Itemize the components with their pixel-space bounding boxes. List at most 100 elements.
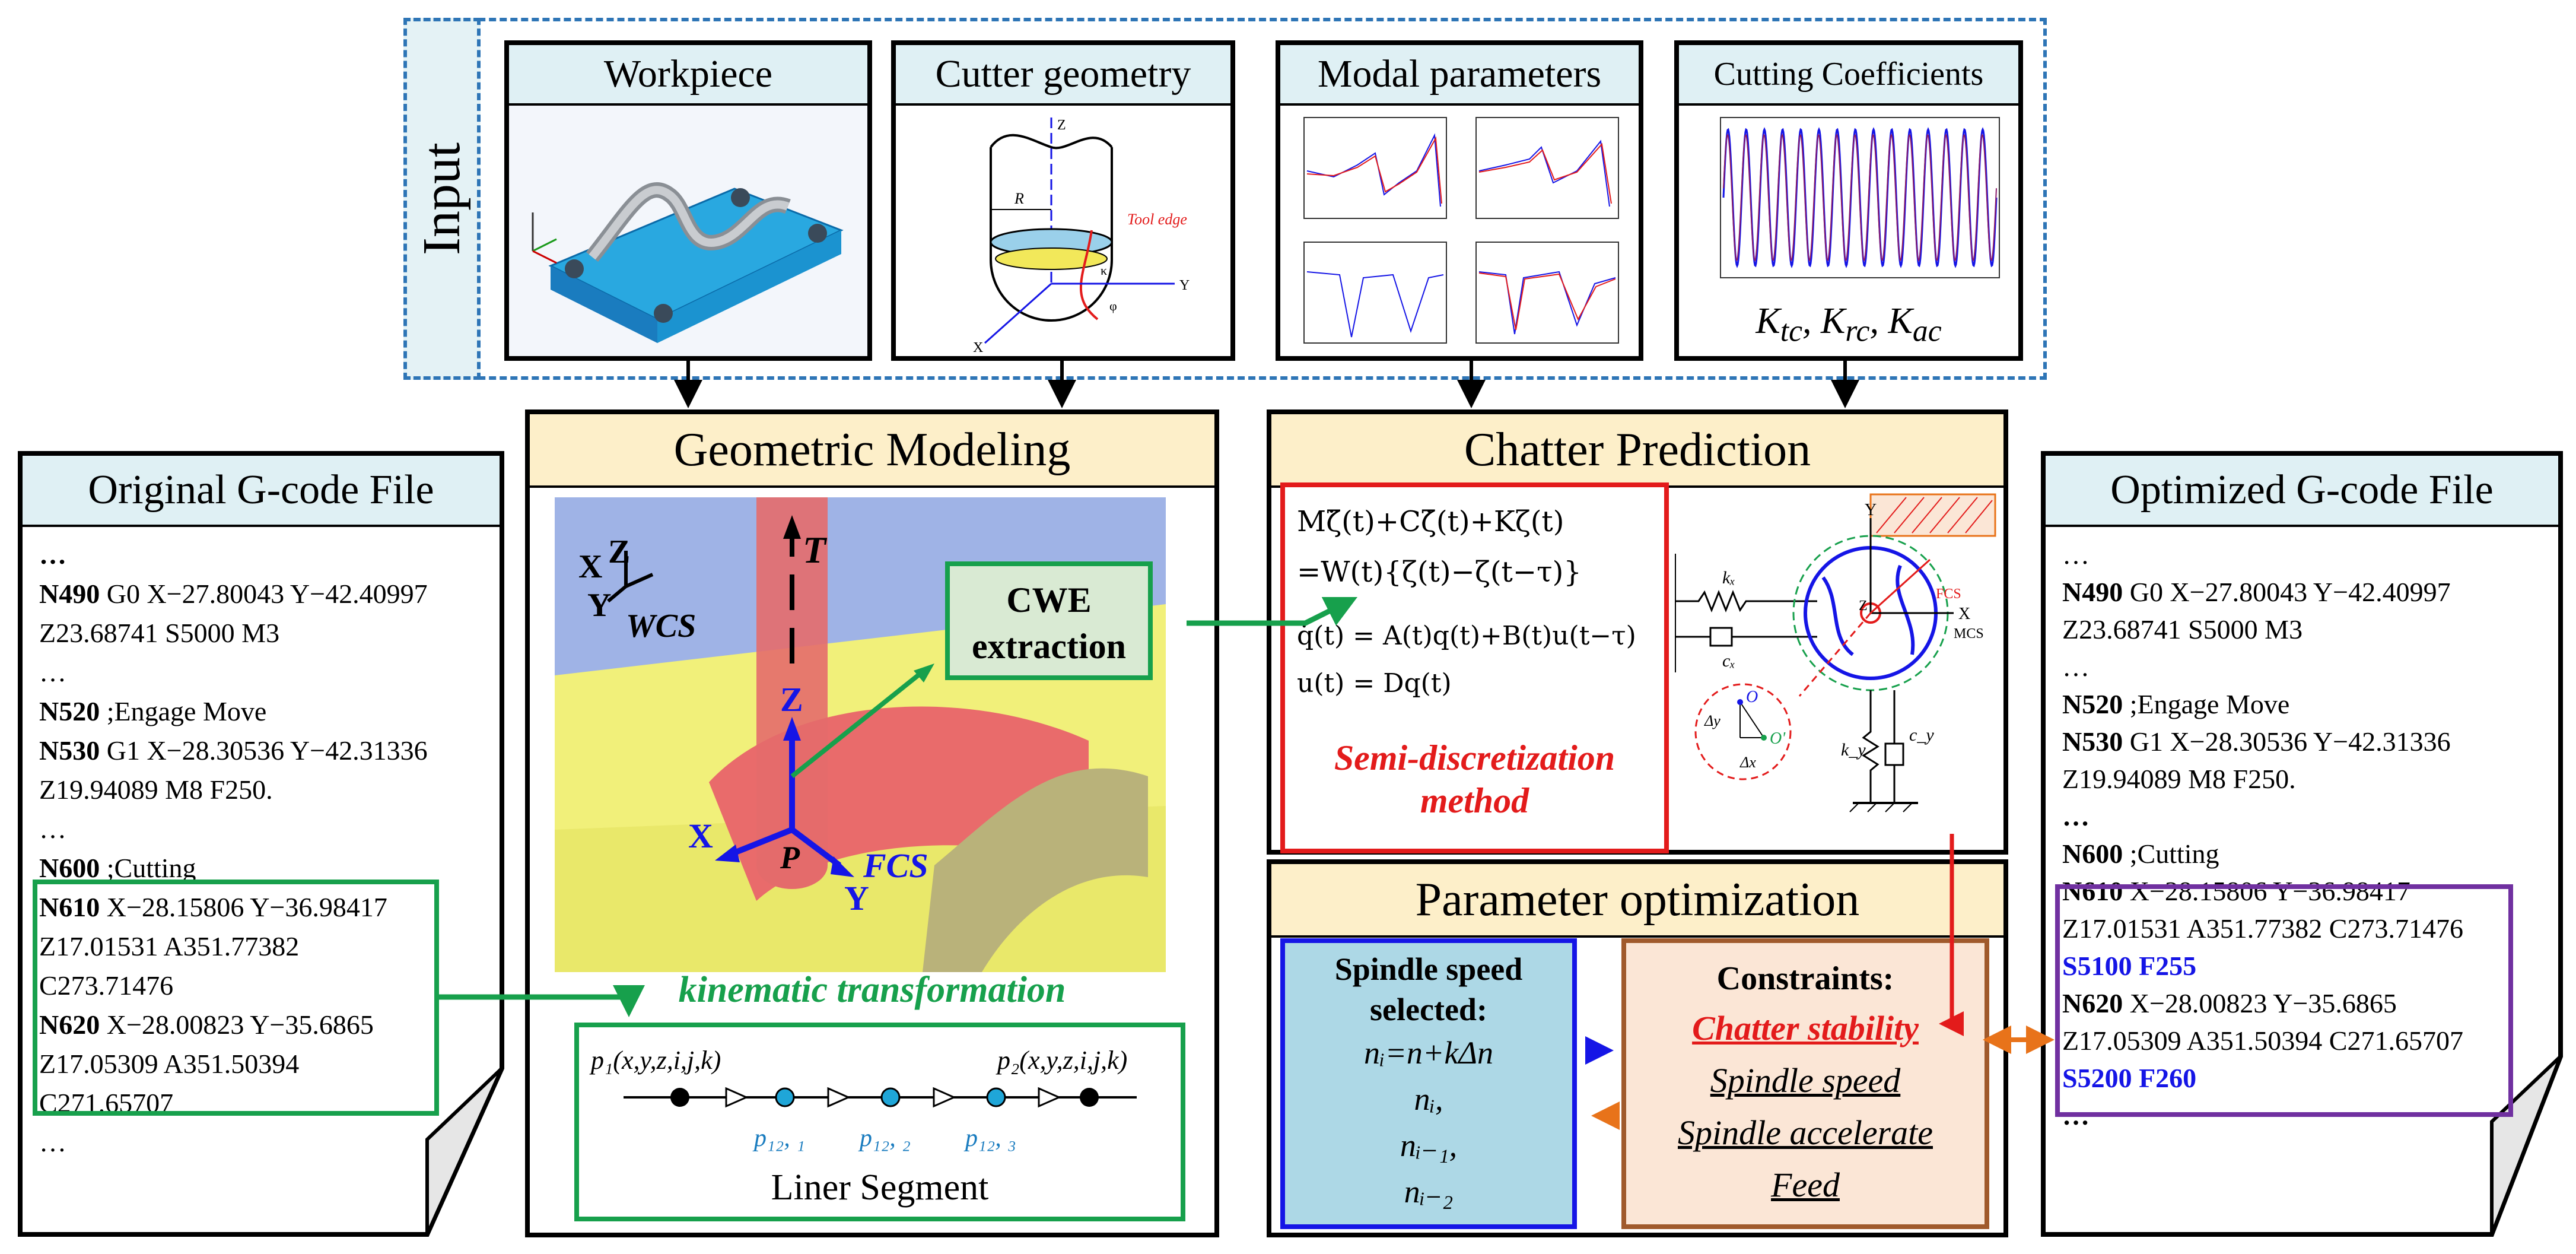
- constraint-spindle-speed: Spindle speed: [1710, 1061, 1901, 1100]
- chatter-prediction-panel: Chatter Prediction Mζ̈(t)+Cζ̇(t)+Kζ(t) =…: [1267, 409, 2008, 855]
- gcode-line: Z23.68741 S5000 M3: [2062, 612, 2303, 647]
- spindle-speed-box: Spindle speed selected: nᵢ=n+kΔn nᵢ, nᵢ₋…: [1280, 938, 1577, 1229]
- liner-segment-diagram: p₁(x,y,z,i,j,k) p₂(x,y,z,i,j,k) p₁₂, ₁ p…: [589, 1046, 1137, 1152]
- gcode-text: ;Engage Move: [2123, 689, 2290, 719]
- equation-output: u(t) = Dq(t): [1297, 668, 1452, 699]
- gcode-text: X−28.15806 Y−36.98417: [2123, 876, 2410, 906]
- svg-text:Z: Z: [1859, 598, 1868, 614]
- svg-text:WCS: WCS: [626, 608, 696, 645]
- svg-text:X: X: [578, 548, 602, 585]
- input-side-tab: [403, 18, 481, 380]
- gcode-line: N520 ;Engage Move: [2062, 687, 2289, 722]
- spindle-candidate-2: nᵢ₋₁,: [1400, 1128, 1458, 1163]
- svg-text:cₓ: cₓ: [1722, 651, 1735, 671]
- constraint-spindle-accelerate: Spindle accelerate: [1678, 1113, 1933, 1152]
- kinematic-transformation-label: kinematic transformation: [678, 970, 1066, 1010]
- gcode-text: ;Cutting: [100, 853, 196, 883]
- gcode-block-number: N530: [39, 735, 100, 766]
- gcode-text: Z19.94089 M8 F250.: [2062, 764, 2296, 794]
- svg-text:kₓ: kₓ: [1722, 568, 1735, 588]
- spindle-title-line1: Spindle speed: [1334, 951, 1523, 987]
- optimized-gcode-lines: … N490 G0 X−27.80043 Y−42.40997 Z23.68741 …: [2062, 537, 2555, 1166]
- cutting-coefficients-title: Cutting Coefficients: [1679, 45, 2018, 106]
- svg-text:FCS: FCS: [863, 846, 928, 885]
- cutter-geometry-title: Cutter geometry: [896, 45, 1230, 106]
- svg-text:Z: Z: [608, 534, 630, 570]
- gcode-block-number: N600: [2062, 839, 2123, 869]
- method-line1: Semi-discretization: [1334, 738, 1615, 777]
- gcode-block-number: …: [2062, 801, 2090, 831]
- gcode-line: …: [2062, 537, 2090, 573]
- svg-text:MCS: MCS: [1954, 626, 1984, 642]
- gcode-text: Z23.68741 S5000 M3: [2062, 614, 2303, 645]
- gcode-text: G0 X−27.80043 Y−42.40997: [100, 579, 428, 609]
- geometric-modeling-panel: Geometric Modeling Z X Y WCS T Z X Y P F: [525, 409, 1219, 1237]
- svg-text:p₂(x,y,z,i,j,k): p₂(x,y,z,i,j,k): [996, 1046, 1127, 1075]
- gcode-text: Z19.94089 M8 F250.: [39, 774, 273, 805]
- geometric-modeling-title: Geometric Modeling: [530, 414, 1214, 488]
- cutting-coefficients-formula: Ktc, Krc, Kac: [1756, 301, 1942, 348]
- gcode-line: …: [2062, 649, 2090, 685]
- gcode-line: N600 ;Cutting: [39, 850, 196, 886]
- gcode-text: Z17.05309 A351.50394: [39, 1049, 300, 1079]
- gcode-line: …: [39, 655, 66, 690]
- spindle-title-line2: selected:: [1370, 992, 1487, 1027]
- optimized-gcode-page: [2041, 451, 2563, 1237]
- gcode-line: …: [39, 811, 66, 847]
- gcode-text: X−28.00823 Y−35.6865: [100, 1009, 374, 1040]
- gcode-line: C273.71476: [39, 968, 173, 1004]
- equation-motion-rhs: =W(t){ζ(t)−ζ(t−τ)}: [1297, 555, 1582, 589]
- modal-parameters-title: Modal parameters: [1280, 45, 1639, 106]
- gcode-block-number: N600: [39, 853, 100, 883]
- gcode-block-number: N490: [39, 579, 100, 609]
- svg-text:O': O': [1770, 729, 1786, 748]
- gcode-block-number: N620: [2062, 988, 2123, 1018]
- gcode-line: Z17.01531 A351.77382: [39, 929, 299, 964]
- spindle-formula: nᵢ=n+kΔn: [1363, 1035, 1494, 1071]
- gcode-text: ;Cutting: [2123, 839, 2219, 869]
- gcode-text: …: [39, 814, 66, 844]
- optimized-gcode-highlight: [2055, 884, 2513, 1117]
- spindle-candidate-3: nᵢ₋₂: [1404, 1174, 1454, 1209]
- gcode-line: N620 X−28.00823 Y−35.6865: [39, 1007, 374, 1043]
- gcode-line: Z23.68741 S5000 M3: [39, 615, 279, 651]
- svg-text:p₁₂, ₂: p₁₂, ₂: [858, 1125, 911, 1152]
- gcode-text: G0 X−27.80043 Y−42.40997: [2123, 577, 2451, 607]
- original-gcode-title: Original G-code File: [23, 456, 500, 527]
- gcode-block-number: N610: [39, 892, 100, 922]
- dynamics-model-diagram: kₓ cₓ Y Z X FCS MCS O O' Δy Δx k_y c_y: [1675, 493, 1996, 812]
- gcode-text: X−28.00823 Y−35.6865: [2123, 988, 2397, 1018]
- gcode-line: S5200 F260: [2062, 1061, 2196, 1096]
- workpiece-image: [509, 106, 867, 356]
- constraints-title: Constraints:: [1716, 960, 1894, 997]
- parameter-optimization-panel: Parameter optimization Spindle speed sel…: [1267, 859, 2008, 1237]
- svg-text:p₁₂, ₃: p₁₂, ₃: [963, 1125, 1016, 1152]
- gcode-line: N530 G1 X−28.30536 Y−42.31336: [39, 733, 428, 769]
- original-gcode-lines: … N490 G0 X−27.80043 Y−42.40997 Z23.68741 …: [39, 537, 490, 1166]
- gcode-block-number: N610: [2062, 876, 2123, 906]
- semi-discretization-label: Semi-discretization method: [1285, 736, 1664, 822]
- constraints-box: Constraints: Chatter stability Spindle s…: [1621, 938, 1989, 1229]
- gcode-line: N520 ;Engage Move: [39, 694, 266, 729]
- svg-text:Z: Z: [1057, 118, 1066, 133]
- svg-text:Y: Y: [844, 879, 869, 918]
- gcode-text: C273.71476: [39, 970, 174, 1001]
- gcode-text: Z17.05309 A351.50394 C271.65707: [2062, 1026, 2463, 1056]
- modal-parameters-plots: [1303, 117, 1619, 344]
- constraint-chatter-stability: Chatter stability: [1692, 1009, 1919, 1047]
- original-gcode-page: [18, 451, 504, 1237]
- gcode-line: Z19.94089 M8 F250.: [39, 772, 273, 808]
- gcode-text: G1 X−28.30536 Y−42.31336: [2123, 726, 2451, 757]
- gcode-line: …: [39, 537, 66, 573]
- svg-text:φ: φ: [1109, 299, 1117, 313]
- svg-text:Y: Y: [587, 587, 611, 624]
- equation-box: Mζ̈(t)+Cζ̇(t)+Kζ(t) =W(t){ζ(t)−ζ(t−τ)} q…: [1280, 482, 1669, 853]
- cwe-extraction-box: CWE extraction: [945, 561, 1153, 680]
- svg-text:T: T: [803, 529, 828, 571]
- gcode-block-number: N520: [39, 696, 100, 726]
- equation-motion: Mζ̈(t)+Cζ̇(t)+Kζ(t): [1297, 505, 1564, 538]
- svg-text:Y: Y: [1179, 278, 1190, 293]
- gcode-text: Z17.01531 A351.77382: [39, 931, 300, 961]
- gcode-line: Z19.94089 M8 F250.: [2062, 761, 2296, 797]
